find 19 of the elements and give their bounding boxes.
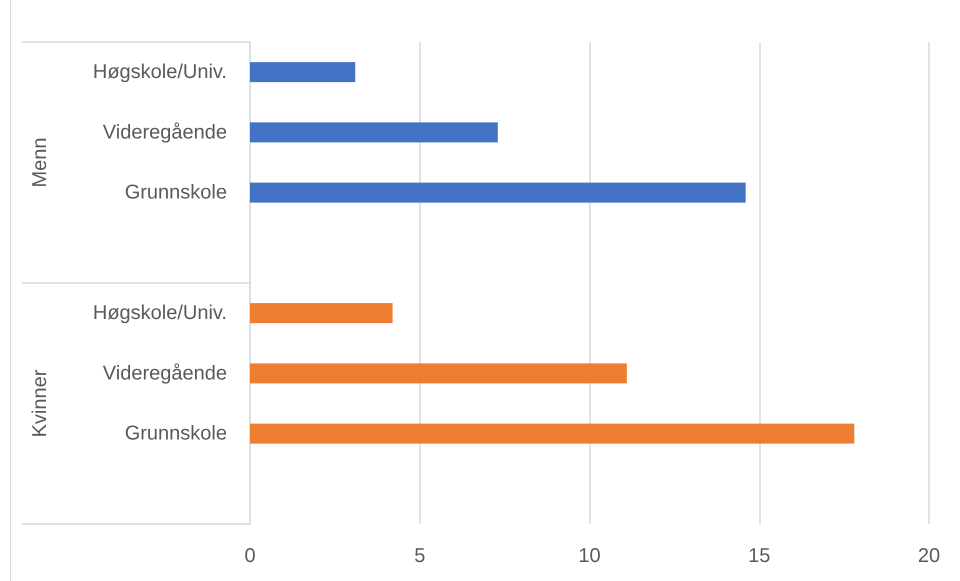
bar [250, 122, 498, 142]
bar [250, 424, 854, 444]
y-tick-label: Grunnskole [124, 182, 227, 204]
bar [250, 182, 746, 203]
y-tick-label: Videregående [102, 121, 227, 144]
x-tick-label: 15 [748, 545, 770, 567]
x-tick-label: 10 [578, 545, 601, 567]
x-tick-label: 20 [918, 545, 940, 567]
bar [250, 303, 393, 324]
y-tick-label: Grunnskole [124, 422, 227, 445]
y-tick-label: Høgskole/Univ. [92, 302, 227, 324]
bar [250, 62, 356, 82]
bar [250, 363, 627, 384]
text: Menn [29, 137, 51, 188]
y-tick-label: Videregående [102, 362, 227, 384]
text: Kvinner [29, 369, 51, 438]
x-tick-label: 5 [414, 545, 426, 567]
y-tick-label: Høgskole/Univ. [92, 61, 227, 84]
x-tick-label: 0 [244, 545, 256, 567]
